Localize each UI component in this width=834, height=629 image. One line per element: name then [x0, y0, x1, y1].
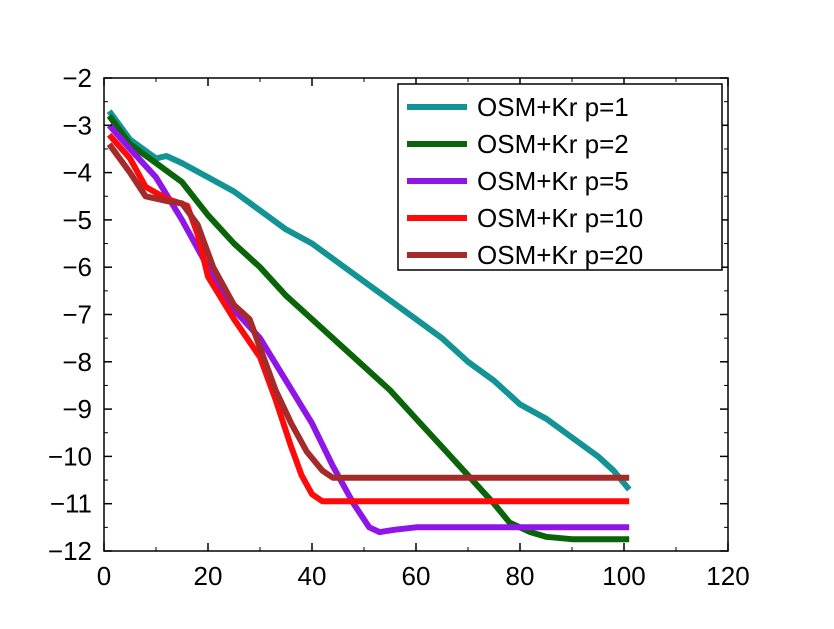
x-tick-label: 0: [97, 561, 111, 591]
y-tick-label: −4: [62, 158, 92, 188]
legend-label-4: OSM+Kr p=10: [477, 203, 643, 233]
legend-label-1: OSM+Kr p=1: [477, 92, 629, 122]
y-tick-label: −6: [62, 252, 92, 282]
y-tick-label: −3: [62, 110, 92, 140]
x-tick-label: 20: [194, 561, 223, 591]
x-tick-label: 60: [402, 561, 431, 591]
y-tick-label: −10: [48, 441, 92, 471]
x-tick-label: 100: [602, 561, 645, 591]
series-line-4: [106, 132, 630, 505]
legend-label-3: OSM+Kr p=5: [477, 166, 629, 196]
x-tick-label: 40: [298, 561, 327, 591]
series-line-5: [106, 142, 630, 481]
y-tick-label: −7: [62, 300, 92, 330]
y-tick-label: −11: [50, 489, 92, 519]
series-line-1: [106, 109, 632, 492]
y-tick-label: −12: [48, 536, 92, 566]
y-tick-label: −5: [62, 205, 92, 235]
y-tick-label: −2: [62, 63, 92, 93]
y-tick-label: −9: [62, 394, 92, 424]
legend: OSM+Kr p=1 OSM+Kr p=2 OSM+Kr p=5 OSM+Kr p=1…: [397, 83, 723, 271]
legend-box: [397, 83, 723, 271]
x-tick-label: 120: [706, 561, 749, 591]
series-layer: [106, 109, 632, 543]
x-axis: 0 20 40 60 80 100 120: [97, 78, 750, 591]
legend-label-5: OSM+Kr p=20: [477, 240, 643, 270]
y-tick-label: −8: [62, 347, 92, 377]
series-line-2: [106, 114, 630, 543]
legend-label-2: OSM+Kr p=2: [477, 129, 629, 159]
y-axis: −2 −3 −4 −5 −6 −7 −8 −9 −10 −11 −12: [48, 63, 728, 566]
x-tick-label: 80: [506, 561, 535, 591]
